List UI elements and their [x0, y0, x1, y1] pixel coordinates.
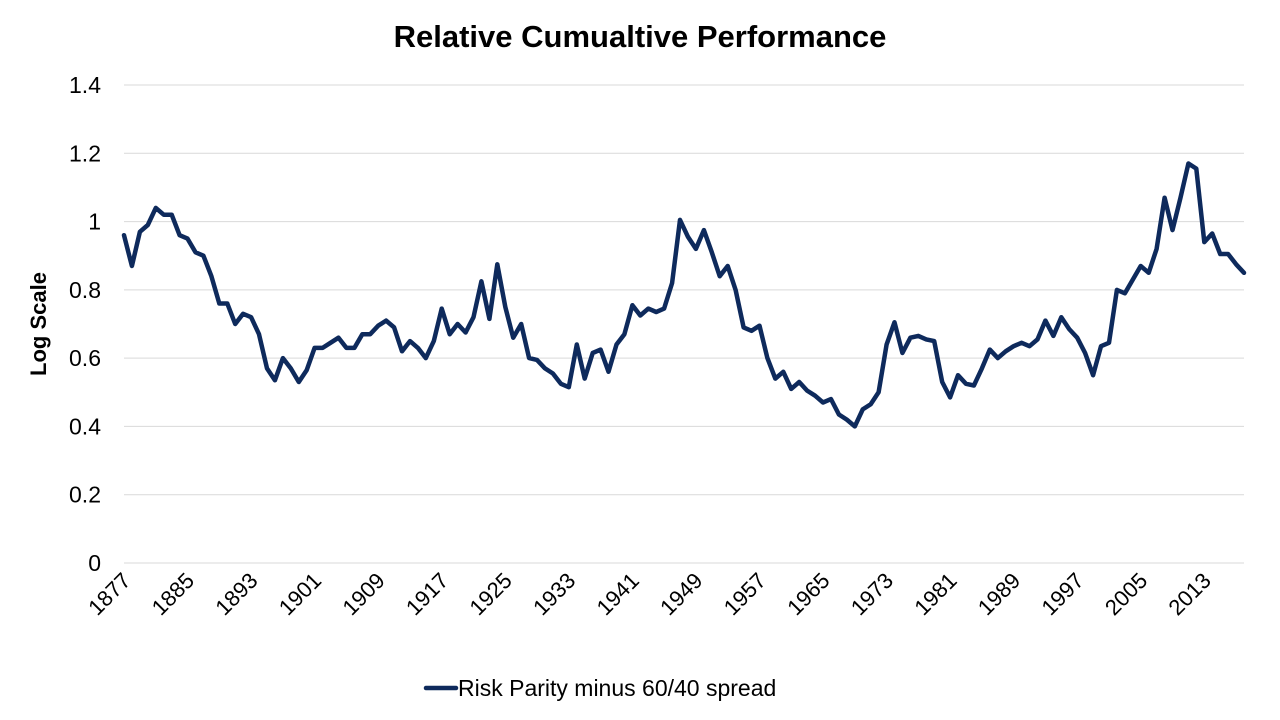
x-tick-label: 1957 — [719, 568, 771, 620]
x-tick-label: 2013 — [1164, 568, 1216, 620]
chart-title: Relative Cumualtive Performance — [394, 19, 887, 54]
x-tick-label: 1901 — [274, 568, 326, 620]
x-tick-label: 1893 — [210, 568, 262, 620]
y-tick-label: 1.4 — [69, 72, 101, 98]
gridlines — [124, 84, 1244, 564]
x-tick-label: 1981 — [909, 568, 961, 620]
x-tick-label: 1941 — [592, 568, 644, 620]
y-tick-label: 0.6 — [69, 345, 101, 371]
x-tick-label: 1909 — [337, 568, 389, 620]
legend-label: Risk Parity minus 60/40 spread — [458, 675, 776, 701]
x-tick-label: 1949 — [655, 568, 707, 620]
x-tick-label: 1885 — [147, 568, 199, 620]
x-tick-label: 1925 — [465, 568, 517, 620]
y-tick-label: 1 — [88, 209, 101, 235]
y-tick-label: 0.8 — [69, 277, 101, 303]
y-tick-label: 0.2 — [69, 482, 101, 508]
x-tick-label: 1917 — [401, 568, 453, 620]
x-tick-labels: 1877 1885 1893 1901 1909 1917 1925 1933 1941 1949… — [83, 568, 1216, 620]
x-tick-label: 1973 — [846, 568, 898, 620]
y-tick-label: 1.2 — [69, 140, 101, 166]
x-tick-label: 1989 — [973, 568, 1025, 620]
series-line-risk-parity — [121, 161, 1247, 429]
x-tick-label: 2005 — [1100, 568, 1152, 620]
x-tick-label: 1933 — [528, 568, 580, 620]
y-axis-label: Log Scale — [26, 272, 51, 376]
x-tick-label: 1965 — [782, 568, 834, 620]
y-tick-labels: 0 0.2 0.4 0.6 0.8 1 1.2 1.4 — [69, 72, 101, 576]
y-tick-label: 0 — [88, 550, 101, 576]
x-tick-label: 1997 — [1036, 568, 1088, 620]
y-tick-label: 0.4 — [69, 413, 101, 439]
legend: Risk Parity minus 60/40 spread — [423, 675, 776, 701]
